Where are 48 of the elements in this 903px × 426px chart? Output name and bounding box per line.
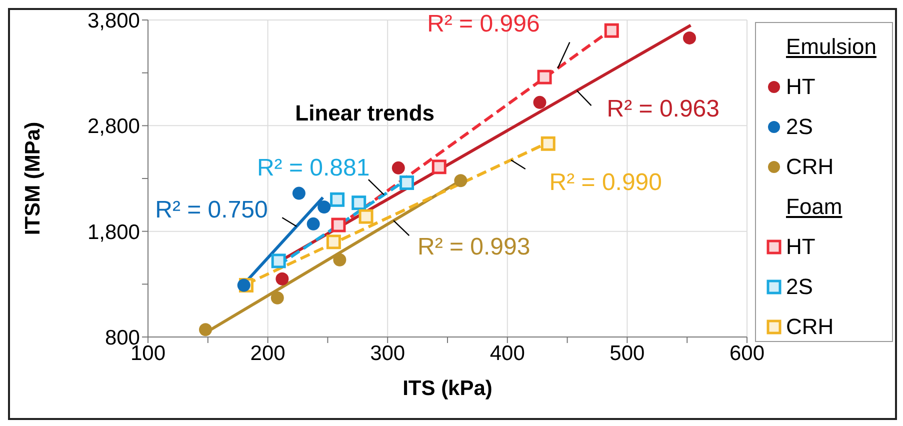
x-axis-title: ITS (kPa) <box>402 377 492 400</box>
point <box>400 175 414 190</box>
point <box>537 70 552 84</box>
point <box>271 254 286 268</box>
point <box>533 96 546 109</box>
point <box>199 323 212 336</box>
point <box>276 272 289 286</box>
series-label: R² = 0.750 <box>155 196 268 224</box>
text: Emulsion <box>785 33 878 61</box>
point <box>333 253 346 266</box>
legend-label: CRH <box>785 313 835 341</box>
point <box>292 186 306 200</box>
point <box>326 234 341 250</box>
point <box>237 278 250 292</box>
legend-label: HT <box>785 233 816 261</box>
point <box>392 161 405 174</box>
point <box>358 209 374 224</box>
legend-label: CRH <box>785 153 835 181</box>
legend-label: 2S <box>785 273 814 301</box>
series-label: R² = 0.990 <box>549 169 662 196</box>
y-axis-title: ITSM (MPa) <box>21 122 44 236</box>
point <box>604 23 619 38</box>
point <box>540 136 556 151</box>
x-tick-label: 600 <box>729 342 765 365</box>
x-tick-label: 200 <box>250 342 286 365</box>
point <box>330 192 345 207</box>
x-tick-label: 400 <box>490 342 525 365</box>
x-tick-label: 500 <box>610 342 645 365</box>
series-label: R² = 0.996 <box>427 10 540 38</box>
point <box>331 218 346 232</box>
y-tick-label: 2,800 <box>87 115 140 138</box>
point <box>454 174 468 188</box>
annotation: Linear trends <box>295 100 435 126</box>
series-label: R² = 0.963 <box>606 95 720 122</box>
point <box>270 291 284 304</box>
y-tick-label: 1,800 <box>87 220 140 244</box>
legend-label: HT <box>785 73 816 101</box>
y-tick-label: 3,800 <box>87 9 140 32</box>
point <box>432 160 446 174</box>
legend-label: 2S <box>785 113 814 141</box>
point <box>306 217 320 230</box>
series-label: R² = 0.993 <box>417 234 530 261</box>
series-label: R² = 0.881 <box>256 154 370 182</box>
point <box>352 196 366 210</box>
x-tick-label: 300 <box>370 342 406 365</box>
point <box>318 200 331 214</box>
point <box>682 31 696 44</box>
text: Foam <box>785 193 844 221</box>
